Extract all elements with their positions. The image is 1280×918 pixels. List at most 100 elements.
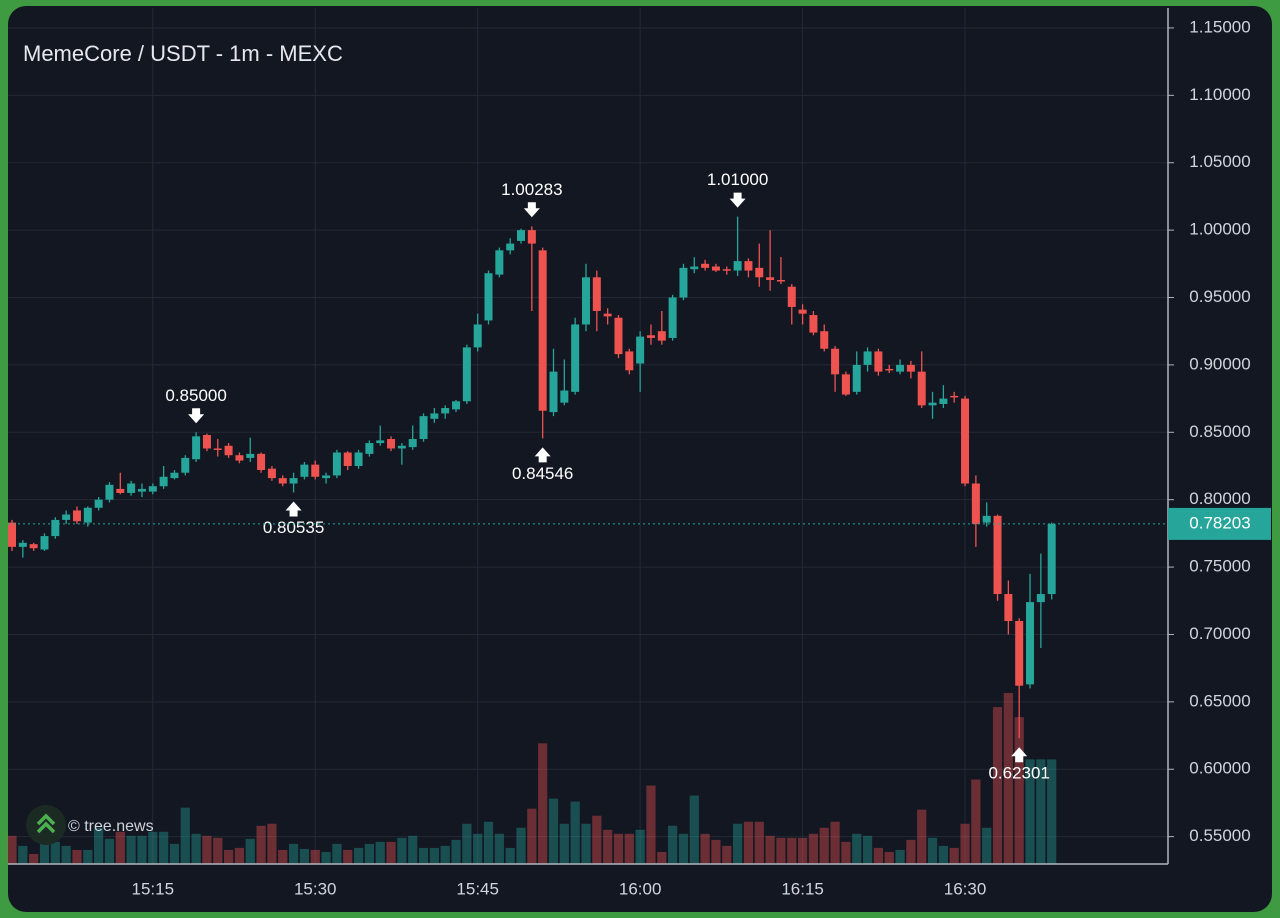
x-tick-label: 16:00: [619, 879, 662, 898]
volume-bar: [884, 851, 894, 864]
volume-bar: [256, 825, 266, 864]
candle-body: [148, 486, 157, 492]
volume-bar: [722, 845, 732, 864]
candle-body: [636, 336, 645, 364]
volume-bar: [603, 829, 613, 864]
volume-bar: [949, 847, 959, 864]
chart-title: MemeCore / USDT - 1m - MEXC: [23, 41, 343, 66]
volume-bar: [39, 843, 50, 864]
volume-bar: [234, 847, 245, 864]
volume-bar: [7, 835, 17, 864]
volume-bar: [321, 851, 331, 864]
volume-bar: [581, 823, 591, 864]
volume-bar: [776, 837, 786, 864]
volume-bar: [1025, 759, 1035, 864]
candle-body: [267, 468, 276, 479]
y-tick-label: 0.60000: [1189, 759, 1250, 778]
candle-body: [462, 347, 471, 402]
candle-body: [408, 439, 417, 448]
y-tick-label: 1.00000: [1189, 220, 1250, 239]
volume-bar: [668, 825, 678, 864]
candle-body: [62, 514, 71, 520]
volume-bar: [224, 849, 234, 864]
candle-body: [961, 398, 970, 484]
volume-bar: [1047, 759, 1057, 864]
candle-body: [484, 273, 493, 321]
candle-body: [127, 483, 136, 493]
candle-body: [928, 402, 937, 406]
volume-bar: [657, 851, 667, 864]
candle-body: [322, 475, 331, 479]
y-tick-label: 0.75000: [1189, 557, 1250, 576]
candle-body: [831, 348, 840, 375]
candle-body: [40, 536, 49, 550]
candle-body: [625, 351, 634, 371]
volume-bar: [267, 823, 277, 864]
y-tick-label: 0.65000: [1189, 691, 1250, 710]
arrow-up: [285, 501, 302, 517]
volume-bar: [278, 849, 288, 864]
volume-bar: [483, 821, 494, 864]
candle-body: [711, 266, 720, 271]
candle-body: [419, 416, 428, 440]
candle-body: [213, 448, 222, 450]
candle-body: [950, 395, 959, 398]
volume-bar: [191, 833, 201, 864]
candle-body: [387, 439, 396, 449]
candle-body: [852, 364, 861, 392]
volume-bar: [310, 849, 320, 864]
candle-body: [170, 472, 179, 479]
volume-bar: [180, 807, 190, 864]
volume-bar: [397, 837, 407, 864]
candle-body: [94, 499, 103, 508]
annotation-label: 1.00283: [501, 180, 562, 199]
volume-bar: [548, 798, 559, 864]
candle-body: [603, 313, 612, 317]
candle-body: [278, 478, 287, 484]
volume-bar: [678, 833, 689, 864]
volume-bar: [711, 839, 721, 864]
candle-body: [257, 453, 266, 471]
candle-body: [8, 522, 16, 547]
candle-body: [289, 478, 298, 484]
candle-body: [343, 452, 352, 466]
volume-bar: [386, 841, 396, 864]
candle-body: [181, 457, 190, 473]
volume-bar: [808, 833, 819, 864]
volume-bar: [375, 841, 385, 864]
volume-bar: [906, 839, 916, 864]
candle-body: [668, 297, 677, 338]
candle-body: [690, 266, 699, 270]
candle-body: [202, 434, 211, 449]
candle-body: [159, 476, 168, 487]
watermark-logo: [26, 805, 66, 845]
annotation-label: 0.62301: [988, 764, 1049, 783]
candle-body: [993, 515, 1002, 595]
volume-bar: [852, 833, 862, 864]
candle-body: [506, 243, 515, 251]
volume-bar: [1014, 717, 1024, 864]
candle-body: [906, 364, 915, 372]
candle-body: [896, 364, 905, 372]
volume-bar: [754, 821, 764, 864]
volume-bar: [917, 809, 927, 864]
x-tick-label: 16:30: [944, 879, 987, 898]
volume-layer: [7, 693, 1057, 864]
candle-body: [397, 445, 406, 449]
volume-bar: [797, 837, 808, 864]
candle-body: [235, 455, 244, 461]
volume-bar: [570, 801, 580, 864]
candle-body: [733, 261, 742, 271]
volume-bar: [700, 833, 710, 864]
y-tick-label: 1.10000: [1189, 85, 1250, 104]
volume-bar: [245, 838, 255, 864]
candle-body: [939, 398, 948, 404]
y-tick-label: 0.95000: [1189, 287, 1250, 306]
overlay-layer: 0.85000 0.80535 1.00283 0.84546 1.01000 0.623…: [8, 170, 1168, 783]
volume-bar: [429, 847, 439, 864]
volume-bar: [538, 743, 548, 864]
volume-bar: [516, 827, 526, 864]
x-tick-label: 15:30: [294, 879, 337, 898]
volume-bar: [72, 849, 82, 864]
candle-body: [744, 261, 753, 271]
